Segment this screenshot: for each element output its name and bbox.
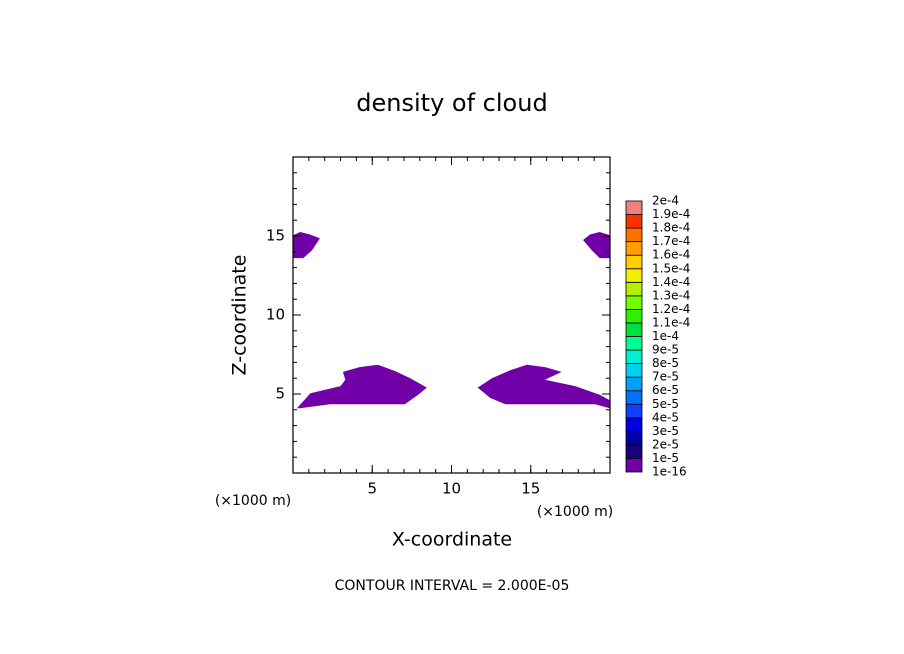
colorbar-box bbox=[625, 268, 643, 283]
colorbar-label: 1.9e-4 bbox=[652, 207, 690, 221]
plot-frame bbox=[292, 156, 611, 474]
colorbar-label: 7e-5 bbox=[652, 370, 679, 384]
colorbar-label: 1e-5 bbox=[652, 451, 679, 465]
colorbar-box bbox=[625, 241, 643, 256]
colorbar-box bbox=[625, 458, 643, 473]
x-unit-label: (×1000 m) bbox=[537, 504, 613, 520]
colorbar-label: 8e-5 bbox=[652, 356, 679, 370]
colorbar-label: 9e-5 bbox=[652, 343, 679, 357]
contour-region bbox=[296, 364, 427, 409]
colorbar-label: 1.8e-4 bbox=[652, 221, 690, 235]
colorbar-label: 5e-5 bbox=[652, 397, 679, 411]
contour-region bbox=[293, 232, 320, 259]
contour-region bbox=[583, 232, 610, 259]
colorbar-box bbox=[625, 403, 643, 419]
colorbar-box bbox=[625, 254, 643, 270]
colorbar-box bbox=[625, 214, 643, 229]
x-tick-label: 10 bbox=[442, 480, 461, 498]
x-axis-label: X-coordinate bbox=[392, 529, 512, 551]
colorbar-label: 4e-5 bbox=[652, 410, 679, 424]
x-tick-label: 15 bbox=[521, 480, 540, 498]
colorbar-label: 2e-5 bbox=[652, 437, 679, 451]
colorbar-box bbox=[625, 336, 643, 351]
x-tick-label: 5 bbox=[367, 480, 377, 498]
colorbar-label: 6e-5 bbox=[652, 383, 679, 397]
colorbar-label: 2e-4 bbox=[652, 194, 679, 208]
colorbar-label: 1.5e-4 bbox=[652, 261, 690, 275]
colorbar-box bbox=[625, 363, 643, 378]
colorbar-box bbox=[625, 200, 643, 215]
colorbar-label: 3e-5 bbox=[652, 424, 679, 438]
colorbar-box bbox=[625, 417, 643, 432]
colorbar-label: 1.4e-4 bbox=[652, 275, 690, 289]
y-tick-label: 5 bbox=[275, 385, 285, 403]
contour-region bbox=[477, 364, 610, 409]
colorbar-box bbox=[625, 444, 643, 459]
chart-title: density of cloud bbox=[356, 89, 547, 117]
colorbar-box bbox=[625, 390, 643, 405]
annotation: CONTOUR INTERVAL = 2.000E-05 bbox=[335, 578, 570, 594]
colorbar-label: 1.1e-4 bbox=[652, 315, 690, 329]
colorbar-box bbox=[625, 430, 643, 446]
colorbar-label: 1.2e-4 bbox=[652, 302, 690, 316]
y-tick-label: 15 bbox=[266, 227, 285, 245]
colorbar-box bbox=[625, 281, 643, 297]
colorbar-label: 1.7e-4 bbox=[652, 234, 690, 248]
colorbar-label: 1e-16 bbox=[652, 465, 687, 479]
y-tick-label: 10 bbox=[266, 306, 285, 324]
colorbar-box bbox=[625, 227, 643, 243]
colorbar-box bbox=[625, 349, 643, 364]
colorbar-box bbox=[625, 295, 643, 310]
colorbar-box bbox=[625, 308, 643, 324]
colorbar-label: 1e-4 bbox=[652, 329, 679, 343]
colorbar-label: 1.6e-4 bbox=[652, 248, 690, 262]
y-axis-label: Z-coordinate bbox=[229, 255, 251, 376]
colorbar-label: 1.3e-4 bbox=[652, 288, 690, 302]
colorbar-box bbox=[625, 322, 643, 337]
colorbar-box bbox=[625, 376, 643, 392]
y-unit-label: (×1000 m) bbox=[215, 493, 291, 509]
